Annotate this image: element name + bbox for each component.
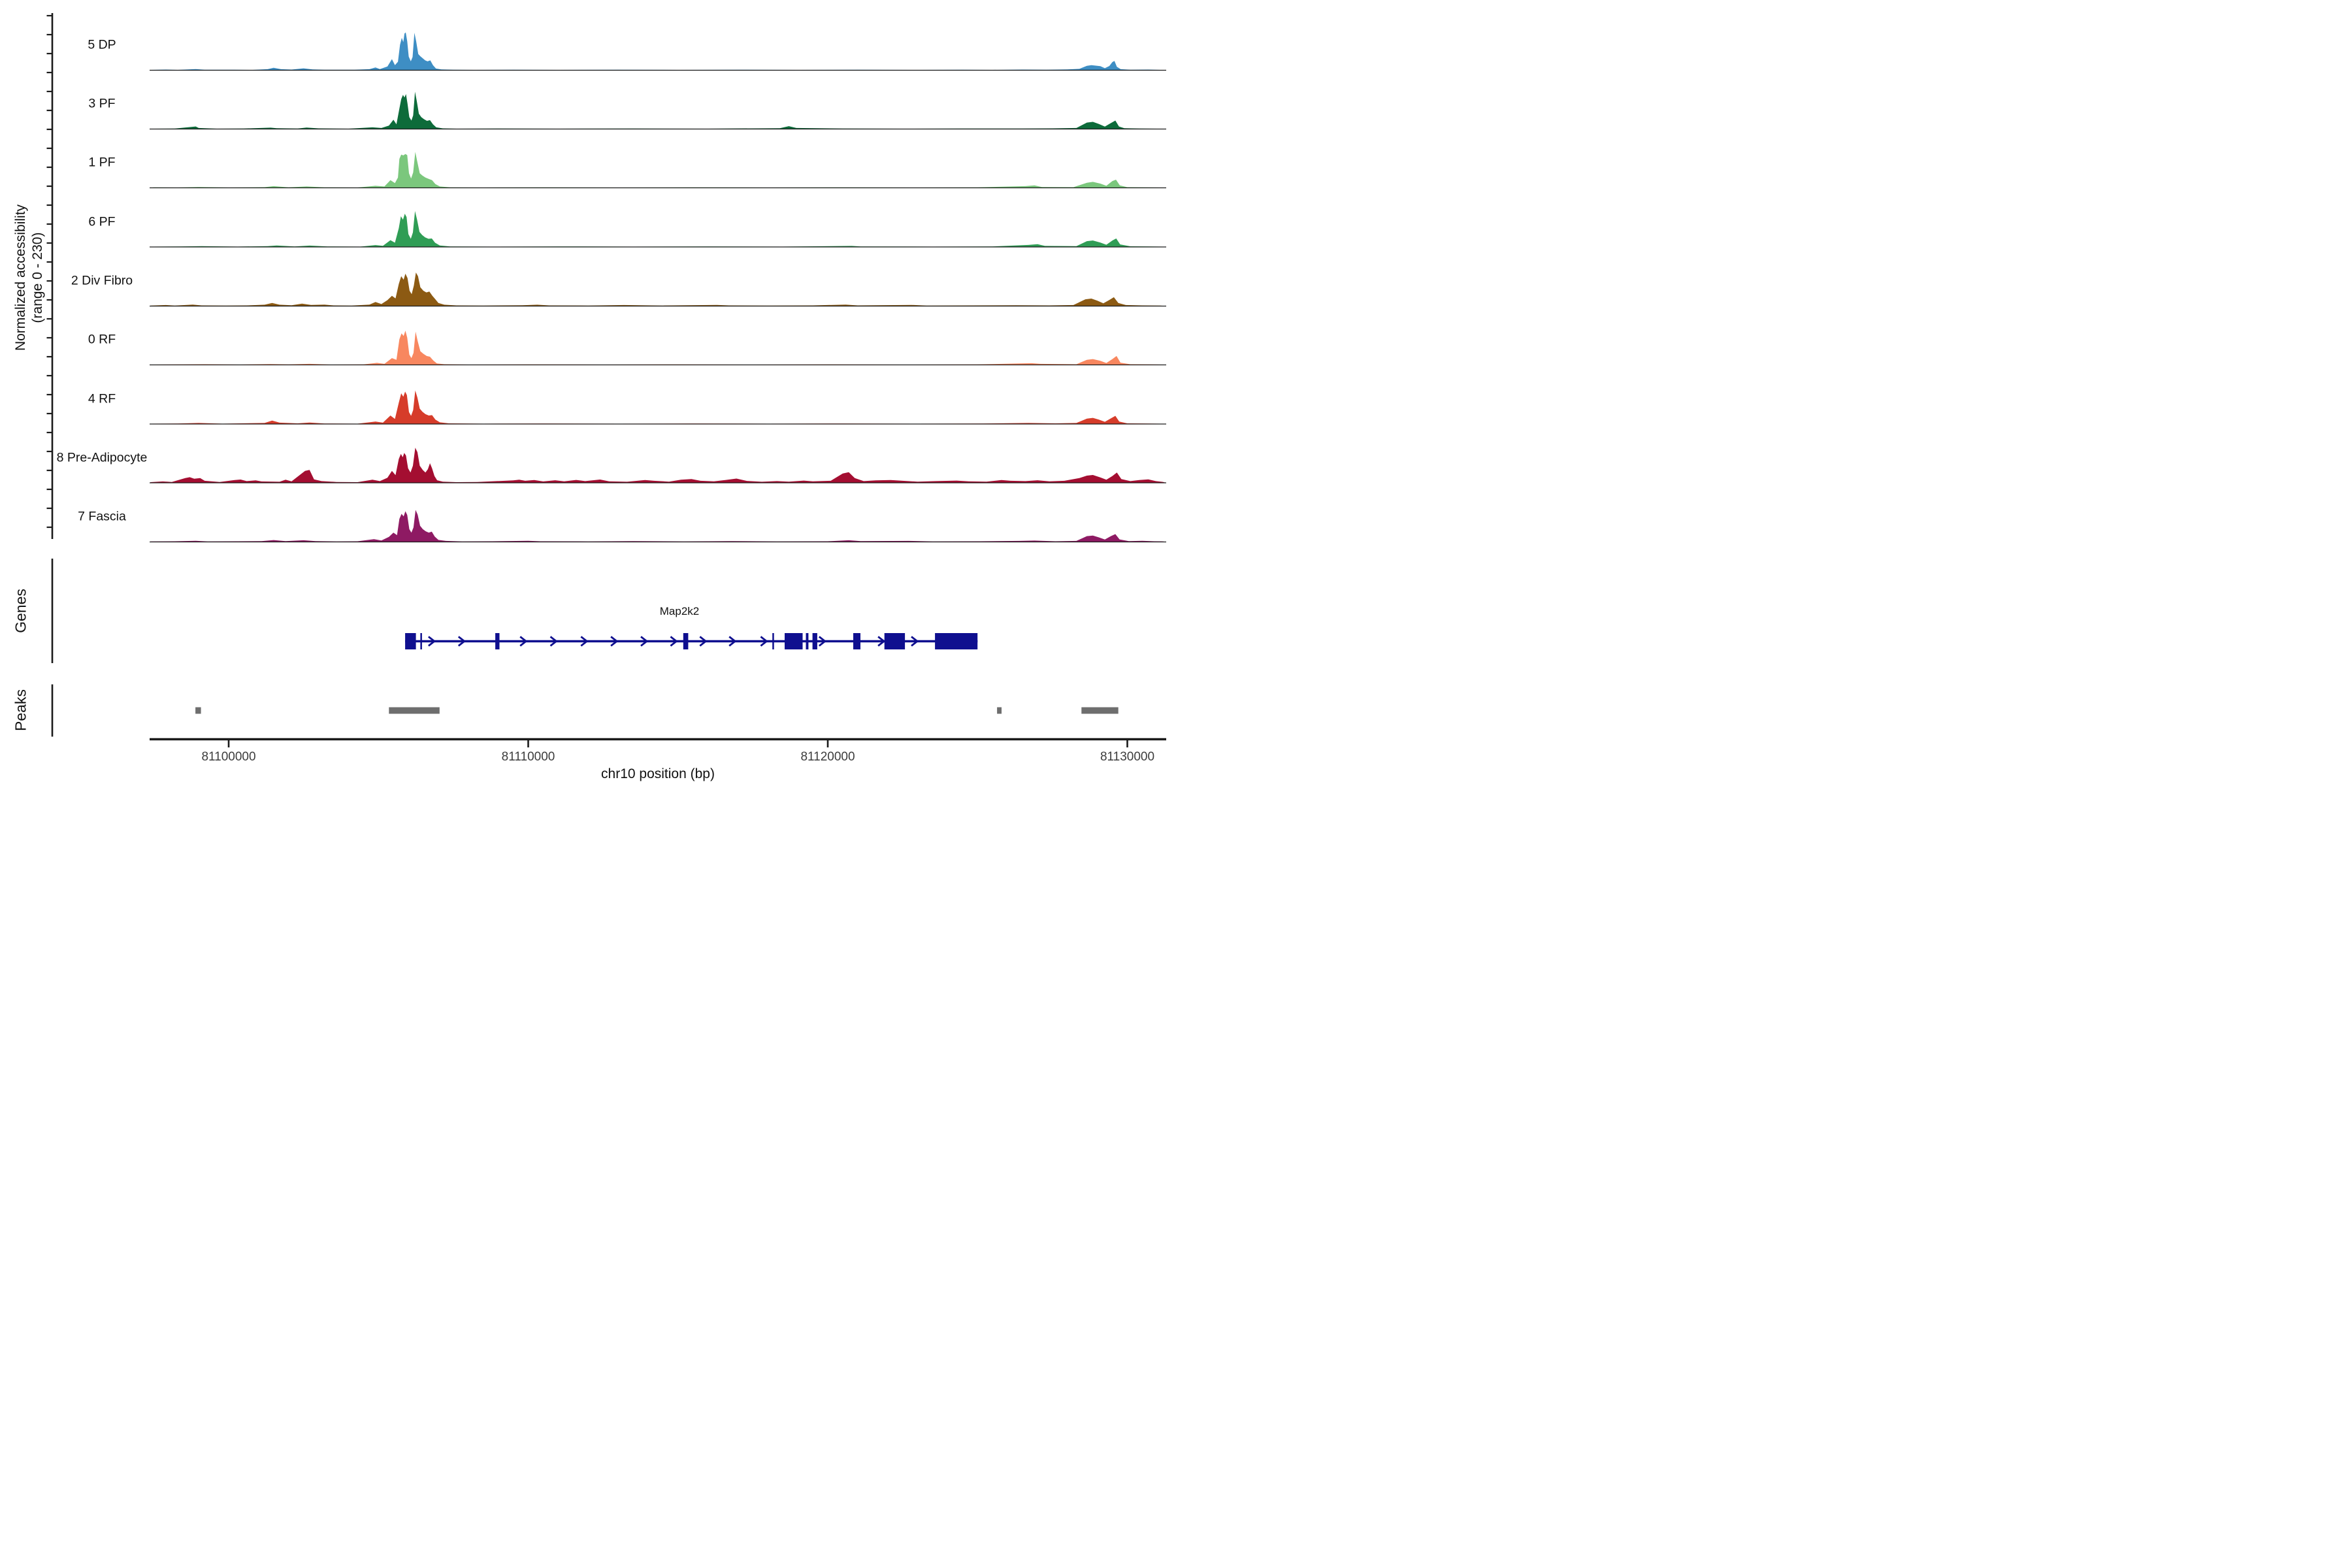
x-tick-label-81120000: 81120000	[800, 750, 855, 764]
signal-area-8-pre-adipocyte	[150, 448, 1166, 483]
genes-section-label: Genes	[12, 589, 29, 633]
gene-exon	[785, 633, 803, 649]
gene-exon	[683, 633, 689, 649]
peak-region-box	[1081, 707, 1119, 714]
peak-region-box	[195, 707, 201, 714]
gene-strand-chevron	[640, 636, 649, 647]
track-label-4-rf: 4 RF	[88, 391, 116, 406]
y-axis-label: Normalized accessibility (range 0 - 230)	[12, 204, 46, 351]
gene-strand-chevron	[610, 636, 619, 647]
gene-exon	[420, 633, 422, 649]
x-tick-label-81130000: 81130000	[1100, 750, 1155, 764]
gene-exon	[935, 633, 978, 649]
gene-strand-chevron	[457, 636, 466, 647]
peak-region-box	[389, 707, 440, 714]
gene-strand-chevron	[549, 636, 558, 647]
gene-exon	[772, 633, 774, 649]
gene-exon	[495, 633, 500, 649]
gene-exon	[806, 633, 809, 649]
gene-strand-chevron	[580, 636, 589, 647]
peaks-section-label: Peaks	[12, 689, 29, 731]
signal-area-0-rf	[150, 331, 1166, 365]
signal-area-3-pf	[150, 91, 1166, 129]
signal-area-1-pf	[150, 152, 1166, 188]
x-tick-label-81100000: 81100000	[201, 750, 256, 764]
track-label-2-div-fibro: 2 Div Fibro	[71, 273, 133, 288]
peak-region-box	[997, 707, 1002, 714]
gene-exon	[405, 633, 416, 649]
signal-area-2-div-fibro	[150, 272, 1166, 306]
y-axis-label-line2: (range 0 - 230)	[30, 232, 45, 323]
signal-area-7-fascia	[150, 510, 1166, 542]
track-label-5-dp: 5 DP	[88, 37, 116, 52]
gene-exon	[853, 633, 860, 649]
gene-strand-chevron	[760, 636, 768, 647]
gene-strand-chevron	[911, 636, 919, 647]
track-label-0-rf: 0 RF	[88, 332, 116, 347]
gene-strand-chevron	[877, 636, 886, 647]
gene-exon	[884, 633, 906, 649]
gene-strand-chevron	[519, 636, 528, 647]
gene-strand-chevron	[728, 636, 737, 647]
track-label-1-pf: 1 PF	[88, 155, 116, 170]
x-axis-title: chr10 position (bp)	[601, 766, 715, 781]
gene-strand-chevron	[699, 636, 708, 647]
track-label-6-pf: 6 PF	[88, 214, 116, 229]
track-label-3-pf: 3 PF	[88, 96, 116, 111]
track-label-8-pre-adipocyte: 8 Pre-Adipocyte	[56, 450, 148, 465]
track-label-7-fascia: 7 Fascia	[78, 509, 126, 524]
signal-area-6-pf	[150, 211, 1166, 247]
x-tick-label-81110000: 81110000	[501, 750, 555, 764]
tracks-plot-canvas	[46, 13, 1166, 747]
genome-browser-figure: Normalized accessibility (range 0 - 230)…	[0, 0, 1176, 784]
signal-area-4-rf	[150, 390, 1166, 424]
gene-exon	[812, 633, 817, 649]
signal-area-5-dp	[150, 32, 1166, 71]
gene-name-label: Map2k2	[659, 605, 700, 617]
gene-strand-chevron	[670, 636, 678, 647]
gene-strand-chevron	[818, 636, 827, 647]
gene-strand-chevron	[428, 636, 436, 647]
y-axis-label-line1: Normalized accessibility	[13, 204, 28, 351]
